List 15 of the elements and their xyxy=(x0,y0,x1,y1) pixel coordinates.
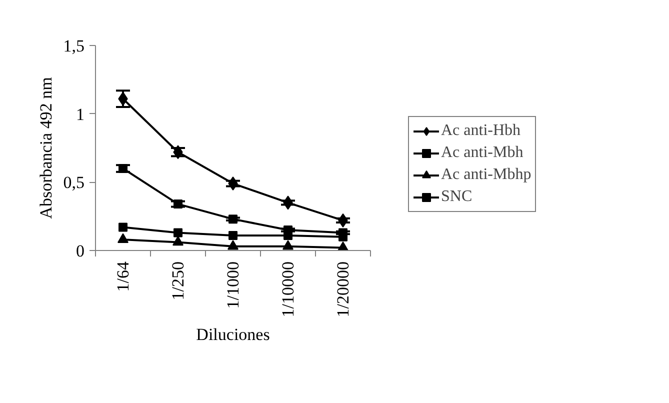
y-tick-label: 0 xyxy=(76,242,84,260)
x-tick-label: 1/1000 xyxy=(224,261,242,309)
legend-label: Ac anti-Mbhp xyxy=(441,166,532,184)
y-tick-label: 1,5 xyxy=(63,36,84,56)
x-tick-label: 1/20000 xyxy=(334,261,352,318)
y-tick-label: 0,5 xyxy=(63,173,84,192)
legend-label: Ac anti-Mbh xyxy=(441,144,524,162)
x-tick-label: 1/64 xyxy=(114,261,132,292)
y-tick-label: 1 xyxy=(76,104,84,124)
x-tick-label: 1/250 xyxy=(168,261,188,300)
legend-label: SNC xyxy=(441,188,472,206)
x-axis-title: Diluciones xyxy=(196,325,270,344)
y-axis-title: Absorbancia 492 nm xyxy=(36,77,56,219)
legend-label: Ac anti-Hbh xyxy=(441,122,521,140)
x-tick-label: 1/10000 xyxy=(278,261,298,318)
